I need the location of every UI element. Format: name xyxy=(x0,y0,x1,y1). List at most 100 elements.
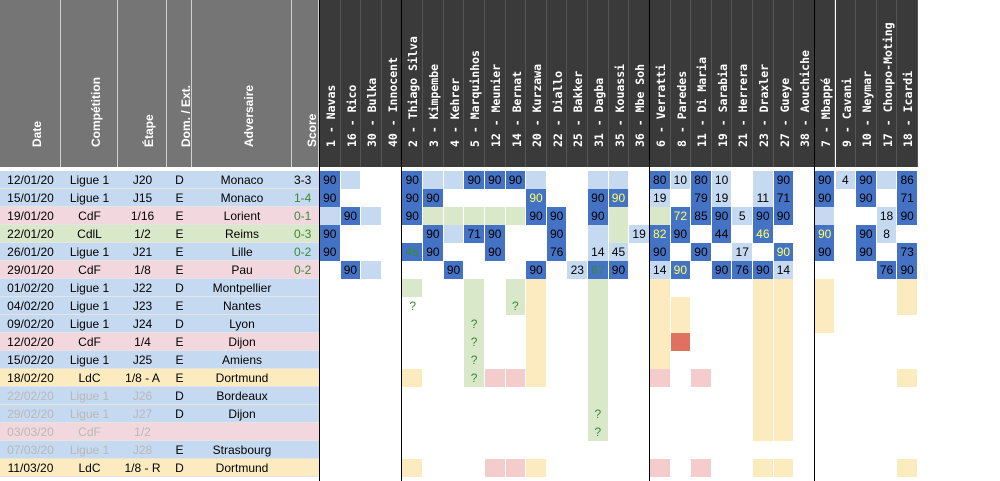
minutes-cell xyxy=(814,351,836,369)
minutes-cell xyxy=(753,351,774,369)
minutes-cell xyxy=(567,207,589,225)
minutes-cell xyxy=(794,423,815,441)
minutes-cell xyxy=(773,459,795,477)
minutes-cell xyxy=(753,171,774,189)
minutes-cell xyxy=(691,387,712,405)
minutes-cell: 90 xyxy=(526,207,547,225)
minutes-cell xyxy=(588,297,609,315)
minutes-cell xyxy=(381,207,403,225)
match-etape: J27 xyxy=(118,405,167,423)
minutes-cell: 72 xyxy=(670,207,692,225)
minutes-cell xyxy=(526,369,547,387)
minutes-cell xyxy=(732,423,753,441)
minutes-cell xyxy=(381,243,403,261)
minutes-cell: 90 xyxy=(814,189,836,207)
player-header-18: 11 - Di Maria xyxy=(691,0,712,167)
match-dom: E xyxy=(167,369,192,387)
match-adv: Reims xyxy=(192,225,292,243)
match-etape: J26 xyxy=(118,387,167,405)
minutes-cell xyxy=(897,369,918,387)
minutes-cell xyxy=(484,315,506,333)
match-comp: LdC xyxy=(61,459,118,477)
minutes-cell xyxy=(443,297,465,315)
minutes-cell: 90 xyxy=(526,189,547,207)
group-separator xyxy=(814,0,815,481)
minutes-cell xyxy=(753,405,774,423)
minutes-cell xyxy=(835,189,857,207)
minutes-cell xyxy=(753,297,774,315)
minutes-cell xyxy=(526,315,547,333)
minutes-cell xyxy=(340,243,362,261)
player-name: 40 - Innocent xyxy=(385,56,400,147)
player-name: 38 - Aouchiche xyxy=(798,50,813,147)
minutes-cell xyxy=(361,207,382,225)
minutes-cell xyxy=(505,189,527,207)
match-comp: Ligue 1 xyxy=(61,243,118,261)
minutes-cell xyxy=(484,441,506,459)
match-comp: Ligue 1 xyxy=(61,279,118,297)
minutes-cell xyxy=(711,405,733,423)
minutes-cell xyxy=(588,459,609,477)
group-separator xyxy=(401,0,402,481)
minutes-cell: 90 xyxy=(484,225,506,243)
match-comp: CdF xyxy=(61,207,118,225)
minutes-cell xyxy=(505,423,527,441)
player-header-3: 40 - Innocent xyxy=(381,0,403,167)
minutes-cell xyxy=(423,441,444,459)
minutes-cell xyxy=(567,423,589,441)
minutes-cell: ? xyxy=(402,297,424,315)
match-score: 0-2 xyxy=(292,243,319,261)
minutes-cell xyxy=(711,243,733,261)
minutes-cell: 90 xyxy=(402,171,424,189)
minutes-cell xyxy=(732,351,753,369)
minutes-cell xyxy=(814,207,836,225)
minutes-cell xyxy=(794,243,815,261)
minutes-cell xyxy=(814,261,836,279)
match-date: 04/02/20 xyxy=(0,297,61,315)
minutes-cell xyxy=(835,351,857,369)
minutes-cell: 90 xyxy=(588,207,609,225)
minutes-cell xyxy=(732,189,753,207)
minutes-cell xyxy=(381,423,403,441)
player-header-15: 36 - Mbe Soh xyxy=(629,0,650,167)
match-date: 09/02/20 xyxy=(0,315,61,333)
minutes-cell xyxy=(505,315,527,333)
minutes-cell xyxy=(691,333,712,351)
minutes-cell xyxy=(876,297,898,315)
minutes-cell xyxy=(443,171,465,189)
match-etape: 1/8 xyxy=(118,261,167,279)
minutes-cell xyxy=(505,333,527,351)
minutes-cell xyxy=(753,441,774,459)
minutes-cell: 19 xyxy=(629,225,650,243)
minutes-cell xyxy=(546,297,568,315)
minutes-cell xyxy=(361,459,382,477)
match-dom: D xyxy=(167,459,192,477)
minutes-cell xyxy=(443,351,465,369)
minutes-cell xyxy=(856,315,877,333)
match-score: 0-1 xyxy=(292,207,319,225)
minutes-cell xyxy=(320,387,341,405)
minutes-cell xyxy=(670,423,692,441)
player-header-20: 21 - Herrera xyxy=(732,0,753,167)
minutes-cell xyxy=(856,369,877,387)
minutes-cell xyxy=(835,243,857,261)
match-etape: J28 xyxy=(118,441,167,459)
minutes-cell xyxy=(320,369,341,387)
player-name: 30 - Bulka xyxy=(365,77,380,147)
minutes-cell xyxy=(484,351,506,369)
minutes-cell xyxy=(856,459,877,477)
match-date: 19/01/20 xyxy=(0,207,61,225)
minutes-cell xyxy=(526,333,547,351)
minutes-cell xyxy=(484,261,506,279)
match-date: 11/03/20 xyxy=(0,459,61,477)
header-dom: Dom. / Ext. xyxy=(167,0,193,167)
minutes-cell xyxy=(608,387,630,405)
match-score xyxy=(292,441,319,459)
player-name: 1 - Navas xyxy=(324,84,338,147)
minutes-cell xyxy=(814,441,836,459)
match-adv: Dortmund xyxy=(192,369,292,387)
minutes-cell xyxy=(732,171,753,189)
minutes-cell xyxy=(608,315,630,333)
minutes-cell xyxy=(876,243,898,261)
minutes-cell xyxy=(484,297,506,315)
